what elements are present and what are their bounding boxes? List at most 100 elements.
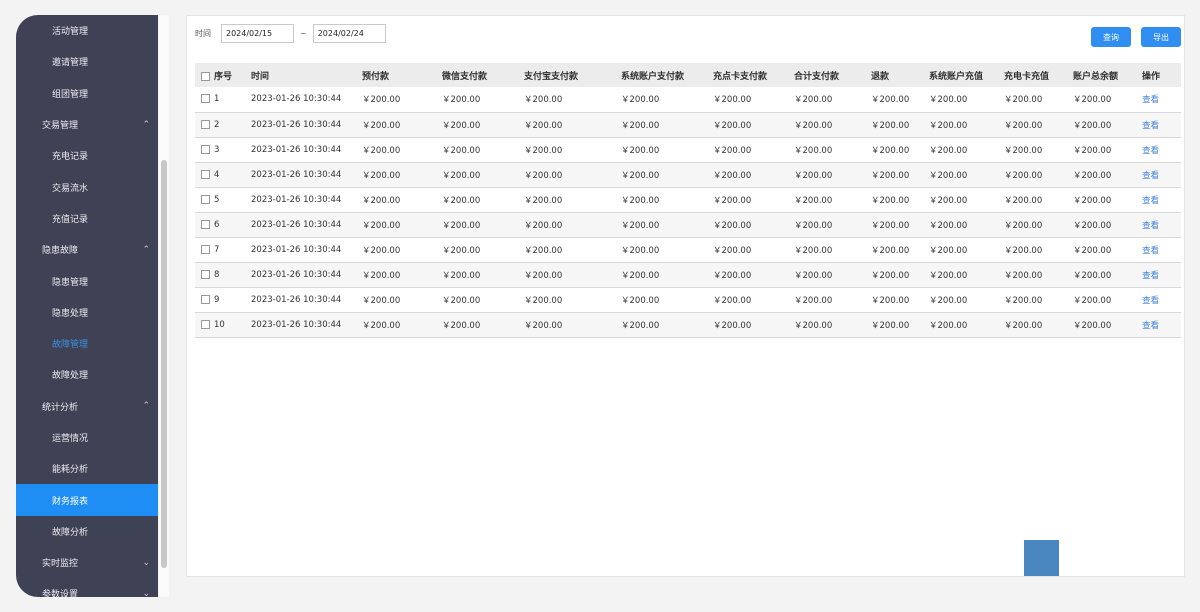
row-checkbox[interactable]	[201, 244, 210, 254]
header-label: 操作	[1142, 71, 1161, 82]
table-cell: ￥200.00	[713, 137, 794, 163]
sidebar-item[interactable]: 交易管理 ⌃	[16, 109, 158, 140]
end-date-input[interactable]: 2024/02/24	[312, 24, 386, 43]
row-checkbox[interactable]	[201, 119, 210, 129]
table-cell: ￥200.00	[1073, 237, 1142, 263]
table-cell: ￥200.00	[442, 87, 524, 113]
table-cell: ￥200.00	[929, 137, 1004, 163]
sidebar-item[interactable]: 交易流水	[16, 171, 158, 202]
table-cell: ￥200.00	[794, 287, 871, 313]
cell-text: ￥200.00	[621, 95, 660, 106]
cell-text: ￥200.00	[794, 95, 833, 106]
cell-text: ￥200.00	[442, 220, 481, 231]
cell-text: ￥200.00	[929, 195, 968, 206]
table-cell: ￥200.00	[524, 262, 621, 288]
table-cell: ￥200.00	[871, 312, 929, 338]
view-link[interactable]: 查看	[1142, 320, 1160, 331]
row-checkbox[interactable]	[201, 269, 210, 279]
sidebar-item[interactable]: 活动管理	[16, 15, 158, 46]
table-cell: ￥200.00	[362, 262, 442, 288]
table-cell: ￥200.00	[1004, 212, 1073, 238]
row-checkbox[interactable]	[201, 319, 210, 329]
sidebar-item[interactable]: 参数设置 ⌄	[16, 578, 158, 597]
view-link[interactable]: 查看	[1142, 245, 1160, 256]
view-link[interactable]: 查看	[1142, 295, 1160, 306]
sidebar-item[interactable]: 实时监控 ⌄	[16, 547, 158, 578]
sidebar-scrollbar-thumb[interactable]	[161, 160, 167, 568]
sidebar-item-label: 财务报表	[52, 496, 89, 507]
table-cell: 2023-01-26 10:30:44	[251, 112, 362, 138]
table-cell: ￥200.00	[794, 212, 871, 238]
cell-text: ￥200.00	[524, 295, 563, 306]
row-checkbox[interactable]	[201, 219, 210, 229]
sidebar-item-label: 参数设置	[42, 590, 79, 597]
table-cell: ￥200.00	[1004, 312, 1073, 338]
sidebar-item-label: 邀请管理	[52, 58, 89, 69]
cell-text: ￥200.00	[713, 220, 752, 231]
sidebar-item[interactable]: 邀请管理	[16, 46, 158, 77]
cell-text: ￥200.00	[713, 270, 752, 281]
table-cell: 2023-01-26 10:30:44	[251, 287, 362, 313]
sidebar-item[interactable]: 充值记录	[16, 203, 158, 234]
row-checkbox[interactable]	[201, 94, 210, 104]
sidebar-item[interactable]: 财务报表	[16, 484, 158, 516]
table-cell: ￥200.00	[362, 112, 442, 138]
table-cell: ￥200.00	[442, 287, 524, 313]
sidebar-item[interactable]: 隐患管理	[16, 265, 158, 296]
cell-text: 2023-01-26 10:30:44	[251, 219, 342, 230]
row-checkbox[interactable]	[201, 169, 210, 179]
sidebar-item[interactable]: 能耗分析	[16, 453, 158, 484]
sidebar: 活动管理邀请管理组团管理 交易管理 ⌃ 充电记录 交易流水 充值记录 隐患故障 ⌃ 隐患管理 隐患…	[16, 15, 158, 597]
cell-text: ￥200.00	[794, 220, 833, 231]
table-row: 6 2023-01-26 10:30:44 ￥200.00 ￥200.00 ￥200.0…	[195, 212, 1181, 238]
table-cell: 查看	[1142, 87, 1181, 113]
table-cell: ￥200.00	[621, 87, 713, 113]
cell-text: ￥200.00	[362, 320, 401, 331]
cell-text: ￥200.00	[442, 245, 481, 256]
table-cell: ￥200.00	[524, 237, 621, 263]
view-link[interactable]: 查看	[1142, 170, 1160, 181]
sidebar-item[interactable]: 隐患故障 ⌃	[16, 234, 158, 265]
table-cell: ￥200.00	[1004, 162, 1073, 188]
cell-text: ￥200.00	[524, 195, 563, 206]
table-cell: ￥200.00	[1073, 312, 1142, 338]
sidebar-item[interactable]: 充电记录	[16, 140, 158, 171]
sidebar-item[interactable]: 故障处理	[16, 359, 158, 390]
row-checkbox[interactable]	[201, 144, 210, 154]
cell-text: ￥200.00	[442, 120, 481, 131]
table-cell: ￥200.00	[362, 212, 442, 238]
table-cell: ￥200.00	[524, 162, 621, 188]
table-cell: ￥200.00	[621, 187, 713, 213]
export-button[interactable]: 导出	[1141, 27, 1181, 47]
cell-text: 2023-01-26 10:30:44	[251, 244, 342, 255]
sidebar-item[interactable]: 故障分析	[16, 516, 158, 547]
view-link[interactable]: 查看	[1142, 220, 1160, 231]
table-row: 3 2023-01-26 10:30:44 ￥200.00 ￥200.00 ￥200.0…	[195, 137, 1181, 163]
select-all-checkbox[interactable]	[201, 71, 210, 81]
query-button[interactable]: 查询	[1091, 27, 1131, 47]
sidebar-item[interactable]: 统计分析 ⌃	[16, 391, 158, 422]
row-checkbox[interactable]	[201, 294, 210, 304]
sidebar-item[interactable]: 故障管理	[16, 328, 158, 359]
cell-text: ￥200.00	[1073, 220, 1112, 231]
table-row: 1 2023-01-26 10:30:44 ￥200.00 ￥200.00 ￥200.0…	[195, 87, 1181, 113]
table-cell: ￥200.00	[713, 287, 794, 313]
view-link[interactable]: 查看	[1142, 270, 1160, 281]
view-link[interactable]: 查看	[1142, 120, 1160, 131]
view-link[interactable]: 查看	[1142, 145, 1160, 156]
table-cell: ￥200.00	[1073, 212, 1142, 238]
cell-text: 2023-01-26 10:30:44	[251, 94, 342, 105]
cell-text: ￥200.00	[524, 120, 563, 131]
start-date-input[interactable]: 2024/02/15	[221, 24, 294, 43]
row-checkbox[interactable]	[201, 194, 210, 204]
sidebar-item[interactable]: 运营情况	[16, 422, 158, 453]
table-cell: ￥200.00	[1004, 262, 1073, 288]
column-header: 时间	[251, 63, 362, 87]
header-label: 支付宝支付款	[524, 71, 579, 82]
sidebar-item[interactable]: 隐患处理	[16, 297, 158, 328]
sidebar-item[interactable]: 组团管理	[16, 78, 158, 109]
cell-text: 2023-01-26 10:30:44	[251, 294, 342, 305]
view-link[interactable]: 查看	[1142, 195, 1160, 206]
table-cell: ￥200.00	[362, 312, 442, 338]
view-link[interactable]: 查看	[1142, 95, 1160, 106]
